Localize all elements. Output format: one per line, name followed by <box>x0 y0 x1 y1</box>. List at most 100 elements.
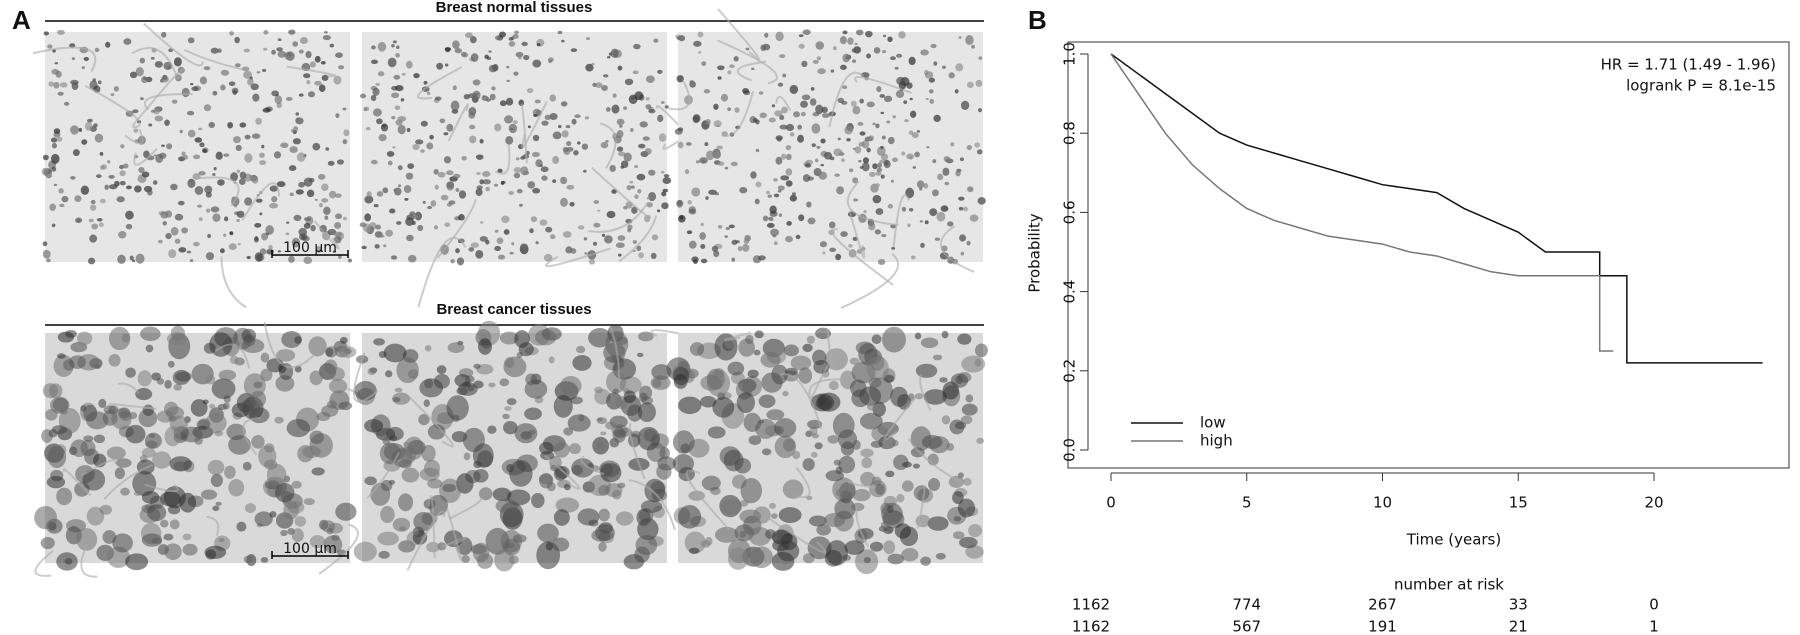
cell <box>779 115 785 121</box>
cell <box>255 117 262 125</box>
cell <box>42 249 51 259</box>
cell <box>974 142 981 148</box>
cell <box>546 482 556 492</box>
cell <box>777 540 800 562</box>
cell <box>761 448 772 456</box>
fiber <box>353 352 379 403</box>
cell <box>844 540 865 555</box>
fiber <box>779 373 823 430</box>
cell <box>444 222 451 228</box>
cell <box>119 180 126 186</box>
cell <box>601 233 606 238</box>
cell <box>514 423 538 444</box>
cell <box>53 183 58 186</box>
cell <box>852 439 861 450</box>
cell <box>684 531 706 554</box>
cell <box>426 142 434 150</box>
cell <box>118 231 127 239</box>
cell <box>686 230 693 235</box>
fiber <box>32 46 97 73</box>
cell <box>599 460 621 478</box>
cell <box>731 257 736 262</box>
cell <box>596 442 605 449</box>
cell <box>364 419 384 433</box>
cell <box>875 123 880 129</box>
cell <box>497 254 506 260</box>
cell <box>560 197 568 207</box>
cell <box>857 121 864 126</box>
cell <box>259 160 267 166</box>
cell <box>205 208 211 213</box>
cell <box>303 498 315 506</box>
cell <box>730 161 738 167</box>
y-tick-label: 0.2 <box>1061 359 1079 383</box>
cell <box>473 469 489 483</box>
cell <box>489 93 496 101</box>
cell <box>43 31 50 36</box>
cell <box>755 181 762 188</box>
cell <box>878 435 896 450</box>
cell <box>161 31 167 38</box>
cell <box>748 435 762 446</box>
cell <box>816 524 831 536</box>
cell <box>797 134 804 143</box>
cell <box>802 174 811 182</box>
cell <box>600 431 607 436</box>
cell <box>450 259 455 264</box>
cell <box>342 107 347 111</box>
cell <box>187 129 196 138</box>
fiber <box>62 468 92 497</box>
cell <box>868 377 882 388</box>
cell <box>958 36 962 39</box>
cell <box>298 49 304 54</box>
cell <box>239 171 247 180</box>
cell <box>47 445 67 469</box>
cell <box>318 84 326 92</box>
cell <box>443 156 452 164</box>
cell <box>873 47 881 54</box>
cell <box>476 172 481 175</box>
fiber <box>628 422 646 480</box>
fiber <box>446 507 462 561</box>
cell <box>717 161 725 167</box>
cell <box>661 202 669 210</box>
cell <box>568 443 581 455</box>
cell <box>506 65 510 69</box>
cell <box>637 426 660 451</box>
cell <box>314 55 321 63</box>
cell <box>511 242 515 246</box>
cell <box>205 549 217 560</box>
cell <box>903 100 908 105</box>
cell <box>561 39 565 43</box>
cell <box>530 216 538 223</box>
cell <box>754 198 760 205</box>
cell <box>51 425 67 435</box>
cell <box>785 180 793 187</box>
cell <box>881 233 887 238</box>
cell <box>576 345 586 354</box>
cell <box>440 194 449 201</box>
cell <box>446 395 469 421</box>
cell <box>651 234 659 241</box>
cell <box>347 258 353 263</box>
cell <box>762 215 769 222</box>
cell <box>880 174 885 179</box>
cell <box>567 414 591 432</box>
cell <box>224 465 236 479</box>
cell <box>417 224 424 232</box>
cell <box>309 535 326 549</box>
cell <box>924 71 934 79</box>
fiber <box>143 22 204 67</box>
cell <box>40 536 55 550</box>
cell <box>887 553 904 565</box>
fiber <box>197 176 240 207</box>
cell <box>57 331 75 343</box>
cell <box>851 389 870 408</box>
cell <box>288 29 296 35</box>
cell <box>959 157 964 162</box>
cell <box>901 480 914 492</box>
cell <box>520 166 529 176</box>
cell <box>874 229 881 235</box>
cell <box>630 127 634 133</box>
cell <box>299 37 308 44</box>
